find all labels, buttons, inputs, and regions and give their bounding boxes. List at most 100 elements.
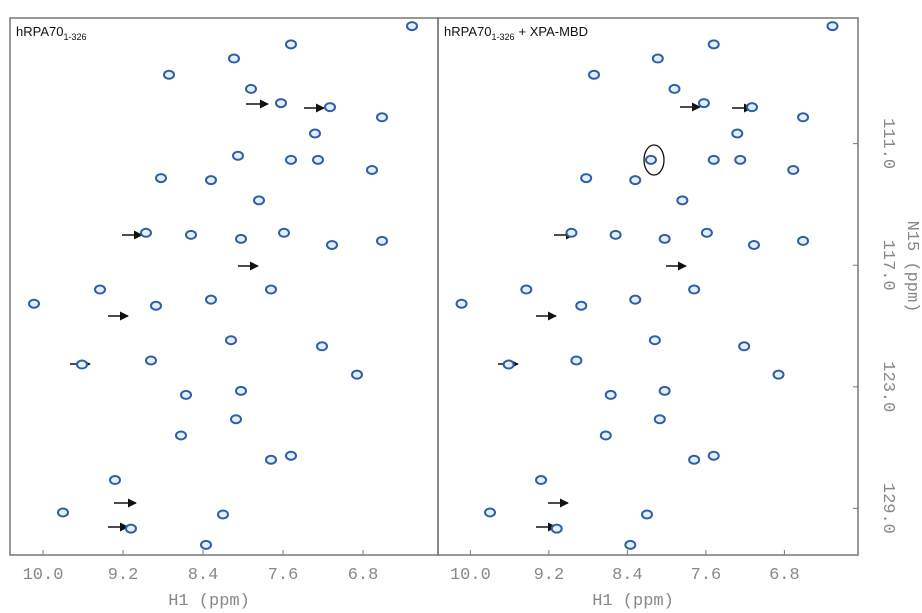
y-tick-label: 123.0 [878, 361, 897, 412]
peak [253, 195, 265, 206]
x-tick-label: 7.6 [691, 566, 722, 585]
panel-frame [437, 17, 859, 556]
x-tick-label: 6.8 [769, 566, 800, 585]
peak [648, 335, 661, 346]
panel-title-main: hRPA70 [16, 24, 63, 39]
peak [707, 450, 720, 461]
y-tick-label: 129.0 [878, 483, 897, 534]
y-tick-label: 117.0 [878, 240, 897, 291]
peak [734, 154, 747, 165]
peak [697, 98, 710, 109]
x-tick-label: 9.2 [108, 566, 139, 585]
peak [185, 229, 197, 240]
peak [180, 389, 192, 400]
peak [205, 294, 217, 305]
peak [125, 523, 137, 534]
peak [145, 355, 157, 366]
peak [109, 475, 121, 486]
peak [205, 175, 217, 186]
peak [155, 173, 167, 184]
peak [565, 227, 578, 238]
peak [688, 284, 701, 295]
peak [707, 154, 720, 165]
peak [599, 430, 612, 441]
x-tick-label: 9.2 [534, 566, 565, 585]
peak [285, 450, 297, 461]
peak [629, 294, 642, 305]
peak [570, 355, 583, 366]
peak [787, 164, 800, 175]
peak [376, 235, 388, 246]
peak [94, 284, 106, 295]
peak [163, 69, 175, 80]
peak [747, 239, 760, 250]
peak [245, 83, 257, 94]
peak [140, 227, 152, 238]
y-axis-label: N15 (ppm) [902, 221, 921, 313]
peak [316, 341, 328, 352]
peak [772, 369, 785, 380]
peak [550, 523, 563, 534]
peak [175, 430, 187, 441]
peak [230, 414, 242, 425]
y-tick-label: 111.0 [878, 118, 897, 169]
peak [746, 102, 759, 113]
peak [376, 112, 388, 123]
peak [826, 21, 839, 32]
peak [738, 341, 751, 352]
x-tick-label: 7.6 [268, 566, 299, 585]
peak [76, 359, 88, 370]
panel-title: hRPA701-326 + XPA-MBD [444, 24, 588, 42]
peak [57, 507, 69, 518]
x-axis-label: H1 (ppm) [168, 592, 250, 611]
peak [265, 284, 277, 295]
peak [150, 300, 162, 311]
x-tick-label: 6.8 [348, 566, 379, 585]
peak [324, 102, 336, 113]
peak [575, 300, 588, 311]
peak [406, 21, 418, 32]
peak [535, 475, 548, 486]
peak [644, 154, 657, 165]
panel-title: hRPA701-326 [16, 24, 87, 42]
peak [312, 154, 324, 165]
peak [326, 239, 338, 250]
x-tick-label: 10.0 [450, 566, 491, 585]
x-axis-label: H1 (ppm) [592, 592, 674, 611]
peak [278, 227, 290, 238]
peak [658, 385, 671, 396]
peak [797, 112, 810, 123]
x-tick-label: 8.4 [188, 566, 219, 585]
peak [588, 69, 601, 80]
peak [629, 175, 642, 186]
peak [200, 539, 212, 550]
peak [604, 389, 617, 400]
arrows [70, 99, 753, 532]
peak [676, 195, 689, 206]
panel-title-main: hRPA70 [444, 24, 491, 39]
peak [225, 335, 237, 346]
peak [707, 39, 720, 50]
peak [28, 298, 40, 309]
peak [309, 128, 321, 139]
peak [228, 53, 240, 64]
peak [265, 454, 277, 465]
peak [668, 83, 681, 94]
peak [366, 164, 378, 175]
peak [217, 509, 229, 520]
panel-title-subscript: 1-326 [63, 32, 86, 42]
peak [658, 233, 671, 244]
peak [797, 235, 810, 246]
peak [688, 454, 701, 465]
peak [232, 150, 244, 161]
peak [580, 173, 593, 184]
peak [700, 227, 713, 238]
panel-title-suffix: + XPA-MBD [519, 24, 588, 39]
peak [609, 229, 622, 240]
peak [624, 539, 637, 550]
peak [455, 298, 468, 309]
peak [641, 509, 654, 520]
x-tick-label: 8.4 [612, 566, 643, 585]
panel-title-subscript: 1-326 [491, 32, 514, 42]
